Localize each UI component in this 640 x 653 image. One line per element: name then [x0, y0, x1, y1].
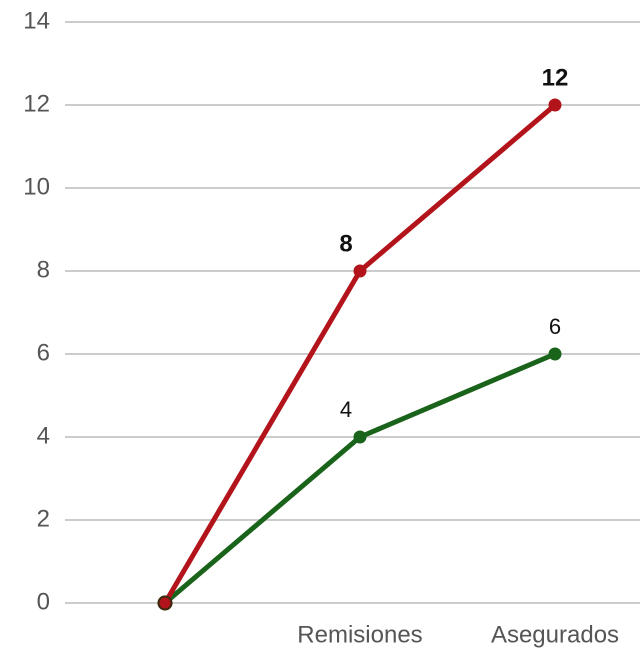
x-tick-label: Remisiones [297, 621, 422, 648]
series-line [163, 351, 556, 605]
x-tick-label: Asegurados [491, 621, 619, 648]
point [157, 595, 173, 611]
data-label: 8 [339, 230, 352, 257]
data-label: 4 [340, 397, 352, 422]
point [353, 264, 367, 278]
y-tick-label: 12 [23, 90, 50, 117]
data-label: 6 [549, 314, 561, 339]
y-tick-label: 6 [37, 339, 50, 366]
y-tick-label: 10 [23, 173, 50, 200]
data-label: 12 [542, 64, 569, 91]
y-tick-label: 0 [37, 588, 50, 615]
point [548, 347, 562, 361]
point [548, 98, 562, 112]
y-tick-label: 8 [37, 256, 50, 283]
y-tick-label: 2 [37, 505, 50, 532]
y-tick-label: 14 [23, 7, 50, 34]
y-tick-label: 4 [37, 422, 50, 449]
point [353, 430, 367, 444]
